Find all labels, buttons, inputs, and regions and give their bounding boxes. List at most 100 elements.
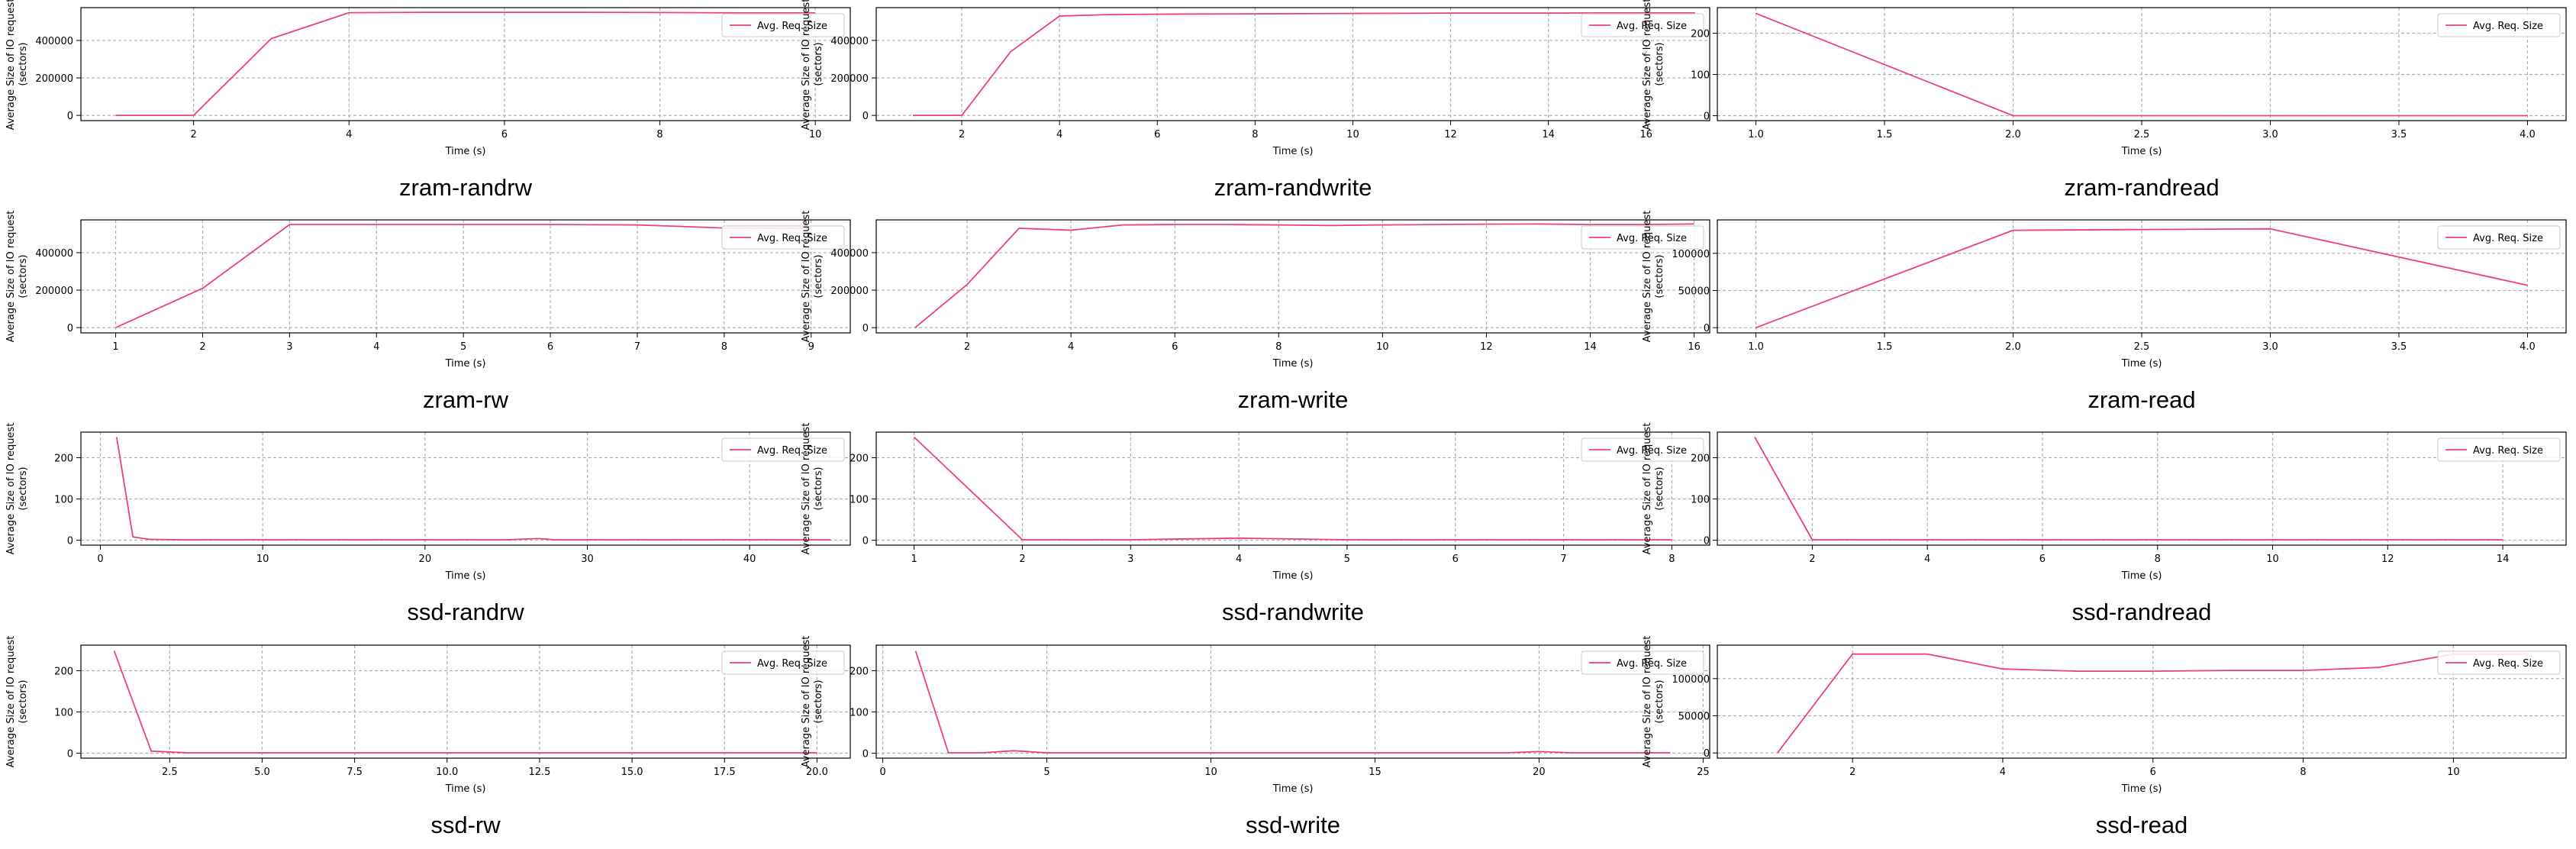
legend-box <box>721 437 845 462</box>
series-line <box>914 650 1671 754</box>
plot-frame <box>1717 7 2567 121</box>
y-axis-label: Average Size of IO request <box>1642 636 1653 768</box>
x-tick-label: 40 <box>743 554 756 565</box>
y-tick-label: 200000 <box>35 73 73 85</box>
x-tick-label: 3.0 <box>2262 129 2278 140</box>
panel-title: ssd-randrw <box>407 599 524 625</box>
x-tick-label: 17.5 <box>714 767 736 778</box>
y-tick-label: 0 <box>1704 748 1710 760</box>
y-tick-label: 100 <box>1691 70 1710 82</box>
plot-frame <box>875 7 1710 121</box>
x-tick-label: 4 <box>1068 341 1074 353</box>
y-tick-label: 100 <box>850 495 869 506</box>
x-tick-label: 10.0 <box>436 767 458 778</box>
x-tick-label: 15.0 <box>621 767 643 778</box>
x-tick-label: 2.0 <box>2005 341 2021 353</box>
legend: Avg. Req. Size <box>2437 650 2561 675</box>
y-tick-label: 200000 <box>830 286 869 297</box>
x-tick-label: 4 <box>373 341 379 353</box>
series-line <box>115 224 811 328</box>
chart-panel-ssd-rw: 2.5 5.0 7.5 10.0 12.5 15.0 17.5 20.0 0 100 200 Avg.… <box>5 636 851 838</box>
y-axis-label-unit: (sectors) <box>1654 680 1665 723</box>
x-tick-label: 8 <box>1252 129 1258 140</box>
legend: Avg. Req. Size <box>721 437 845 462</box>
x-tick-label: 16 <box>1688 341 1701 353</box>
panel-title: zram-rw <box>423 386 509 413</box>
y-axis-label: Average Size of IO request <box>801 423 812 555</box>
legend-box <box>2437 13 2561 37</box>
x-axis-label: Time (s) <box>1272 783 1314 795</box>
x-tick-label: 8 <box>656 129 663 140</box>
x-tick-label: 1.5 <box>1877 129 1893 140</box>
x-tick-label: 2 <box>964 341 970 353</box>
y-axis-label-unit: (sectors) <box>18 466 29 510</box>
x-tick-label: 3 <box>286 341 292 353</box>
legend-label: Avg. Req. Size <box>1617 658 1687 670</box>
y-axis-label: Average Size of IO request <box>801 211 812 343</box>
x-tick-label: 20.0 <box>806 767 828 778</box>
y-axis-label-unit: (sectors) <box>18 42 29 86</box>
plot-frame <box>1717 219 2567 334</box>
y-tick-label: 100 <box>1691 495 1710 506</box>
x-tick-label: 2 <box>1809 554 1815 565</box>
x-tick-label: 4 <box>1924 554 1930 565</box>
x-tick-label: 3.0 <box>2262 341 2278 353</box>
x-tick-label: 10 <box>809 129 822 140</box>
y-tick-label: 400000 <box>830 248 869 260</box>
x-axis-label: Time (s) <box>445 358 486 370</box>
x-tick-label: 6 <box>1452 554 1459 565</box>
series-line <box>113 650 817 754</box>
y-axis-label: Average Size of IO request <box>1642 211 1653 343</box>
x-tick-label: 14 <box>1542 129 1555 140</box>
legend-box <box>721 13 845 37</box>
x-tick-label: 8 <box>2300 767 2306 778</box>
x-axis-label: Time (s) <box>1272 570 1314 582</box>
y-tick-label: 200000 <box>35 286 73 297</box>
y-axis-label-unit: (sectors) <box>18 680 29 723</box>
x-tick-label: 1.0 <box>1748 129 1764 140</box>
x-tick-label: 8 <box>721 341 727 353</box>
y-tick-label: 0 <box>67 749 73 760</box>
x-axis-label: Time (s) <box>2121 146 2162 157</box>
legend-box <box>1581 437 1704 462</box>
x-axis-label: Time (s) <box>2121 570 2162 582</box>
x-tick-label: 10 <box>256 554 269 565</box>
y-tick-label: 400000 <box>35 36 73 47</box>
y-tick-label: 0 <box>862 749 869 760</box>
legend-label: Avg. Req. Size <box>757 21 827 32</box>
legend-label: Avg. Req. Size <box>1617 233 1687 244</box>
y-tick-label: 200 <box>850 453 869 464</box>
x-tick-label: 30 <box>581 554 594 565</box>
x-tick-label: 20 <box>1533 767 1546 778</box>
chart-panel-zram-read: 1.0 1.5 2.0 2.5 3.0 3.5 4.0 0 50000 100000 Avg. Re… <box>1642 211 2567 413</box>
x-tick-label: 5 <box>1344 554 1350 565</box>
legend-box <box>721 650 845 675</box>
x-tick-label: 6 <box>2150 767 2156 778</box>
legend: Avg. Req. Size <box>2437 13 2561 37</box>
y-axis-label-unit: (sectors) <box>813 42 824 86</box>
x-tick-label: 4 <box>2000 767 2006 778</box>
plot-frame <box>80 7 851 121</box>
plot-frame <box>875 219 1710 334</box>
legend-label: Avg. Req. Size <box>757 445 827 457</box>
y-axis-label-unit: (sectors) <box>1654 254 1665 298</box>
x-tick-label: 12.5 <box>528 767 550 778</box>
legend-label: Avg. Req. Size <box>1617 445 1687 457</box>
legend-label: Avg. Req. Size <box>757 233 827 244</box>
x-tick-label: 7 <box>634 341 640 353</box>
y-tick-label: 0 <box>67 111 73 122</box>
x-tick-label: 10 <box>1376 341 1389 353</box>
legend: Avg. Req. Size <box>1581 225 1704 250</box>
x-tick-label: 5 <box>460 341 466 353</box>
x-tick-label: 4 <box>1236 554 1242 565</box>
legend-label: Avg. Req. Size <box>2473 658 2543 670</box>
y-axis-label: Average Size of IO request <box>801 636 812 768</box>
y-tick-label: 200000 <box>830 73 869 85</box>
y-axis-label-unit: (sectors) <box>1654 42 1665 86</box>
x-tick-label: 0 <box>879 767 885 778</box>
y-tick-label: 200 <box>1691 453 1710 464</box>
x-tick-label: 3 <box>1127 554 1133 565</box>
legend: Avg. Req. Size <box>1581 437 1704 462</box>
x-axis-label: Time (s) <box>1272 358 1314 370</box>
legend-box <box>1581 225 1704 250</box>
